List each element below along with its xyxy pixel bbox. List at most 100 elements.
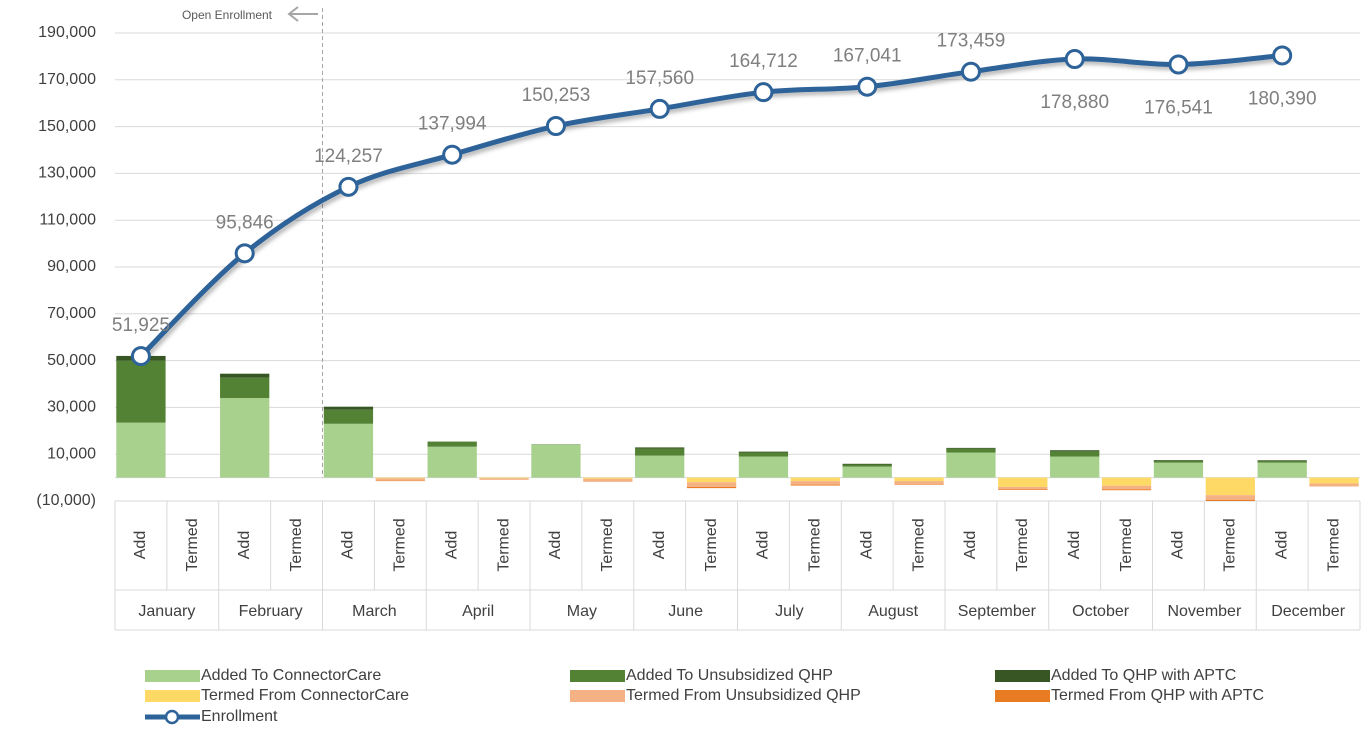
bar: [220, 377, 270, 399]
bar: [635, 448, 685, 456]
annotation: Open Enrollment: [182, 8, 273, 22]
bar: [531, 444, 581, 478]
group-label: May: [567, 603, 597, 620]
y-tick-label: 150,000: [38, 118, 96, 135]
bar: [1101, 485, 1152, 490]
enrollment-marker: [234, 243, 255, 264]
bar: [479, 477, 529, 479]
x-tick-label: Add: [962, 531, 979, 559]
group-label: April: [462, 603, 494, 620]
bar: [894, 483, 944, 485]
bar: [998, 489, 1048, 491]
x-tick-label: Add: [443, 531, 460, 559]
bar: [842, 466, 892, 478]
enrollment-marker: [130, 346, 151, 367]
bar: [738, 451, 789, 453]
bar: [998, 486, 1048, 490]
legend-label: Added To Unsubsidized QHP: [626, 667, 833, 684]
group-label: September: [958, 603, 1037, 620]
enrollment-marker: [753, 82, 774, 103]
legend-label: Added To ConnectorCare: [201, 667, 381, 684]
bar: [427, 441, 477, 447]
bar: [583, 477, 633, 479]
bar: [1257, 462, 1307, 478]
x-tick-label: Add: [547, 531, 564, 559]
bar: [790, 481, 840, 485]
x-tick-label: Add: [132, 531, 149, 559]
y-tick-label: 170,000: [38, 71, 96, 88]
x-tick-label: Add: [858, 531, 875, 559]
x-tick-label: Add: [651, 531, 668, 559]
group-label: August: [868, 603, 918, 620]
legend-swatch: [570, 670, 625, 682]
bar: [686, 482, 737, 487]
bar: [842, 463, 892, 465]
x-tick-label: Termed: [1325, 518, 1342, 571]
group-label: January: [138, 603, 195, 620]
enrollment-marker: [442, 144, 463, 165]
x-tick-label: Termed: [288, 518, 305, 571]
data-label: 124,257: [314, 146, 383, 167]
enrollment-marker: [1064, 49, 1085, 70]
bar: [375, 478, 425, 481]
y-tick-label: (10,000): [36, 492, 96, 509]
bar: [894, 477, 944, 482]
annotation-arrow: [287, 6, 318, 22]
y-tick-label: 190,000: [38, 24, 96, 41]
legend-swatch: [145, 690, 200, 702]
legend-swatch: [995, 670, 1050, 682]
y-tick-label: 50,000: [47, 352, 96, 369]
x-tick-label: Add: [1170, 531, 1187, 559]
bar: [1205, 477, 1255, 496]
y-tick-label: 90,000: [47, 258, 96, 275]
enrollment-marker: [338, 176, 359, 197]
enrollment-line: [139, 52, 1283, 358]
data-label: 176,541: [1144, 98, 1213, 119]
legend-label: Enrollment: [201, 708, 278, 725]
bar: [946, 447, 996, 449]
enrollment-marker: [857, 76, 878, 97]
bar: [686, 477, 737, 483]
data-label: 180,390: [1248, 89, 1317, 110]
bar: [116, 360, 166, 423]
enrollment-marker: [1272, 45, 1293, 66]
enrollment-marker: [1168, 54, 1189, 75]
y-tick-label: 70,000: [47, 305, 96, 322]
bar: [1153, 460, 1204, 461]
bar: [1050, 456, 1100, 478]
data-label: 164,712: [729, 51, 798, 72]
group-label: July: [775, 603, 803, 620]
bar: [220, 373, 270, 378]
line-layer: 51,925 95,846 124,257 137,994 150,253 157,560…: [112, 31, 1317, 367]
x-tick-label: Termed: [807, 518, 824, 571]
data-label: 150,253: [522, 85, 591, 106]
bar: [1309, 483, 1359, 486]
group-label: March: [352, 603, 396, 620]
legend-label: Termed From QHP with APTC: [1051, 687, 1264, 704]
grid: (10,000) 10,000 30,000 50,000 70,000 90,000 11…: [36, 8, 1360, 509]
x-tick-label: Add: [236, 531, 253, 559]
data-label: 137,994: [418, 114, 487, 135]
legend-label: Termed From Unsubsidized QHP: [626, 687, 861, 704]
bar: [1101, 489, 1152, 491]
bar: [842, 464, 892, 467]
bar: [1257, 460, 1307, 463]
x-tick-label: Termed: [910, 518, 927, 571]
x-tick-label: Add: [755, 531, 772, 559]
group-label: November: [1167, 603, 1241, 620]
bar: [946, 452, 996, 478]
bar: [1153, 462, 1204, 478]
legend-label: Added To QHP with APTC: [1051, 667, 1236, 684]
bar: [738, 456, 789, 478]
legend-swatch: [995, 690, 1050, 702]
bar: [1309, 477, 1359, 484]
data-label: 167,041: [833, 46, 902, 67]
enrollment-marker: [649, 98, 670, 119]
bar: [635, 447, 685, 449]
bar: [790, 484, 840, 486]
bar: [894, 481, 944, 484]
legend-label: Termed From ConnectorCare: [201, 687, 409, 704]
bar: [1257, 460, 1307, 461]
x-tick-label: Termed: [1014, 518, 1031, 571]
bar: [998, 477, 1048, 487]
